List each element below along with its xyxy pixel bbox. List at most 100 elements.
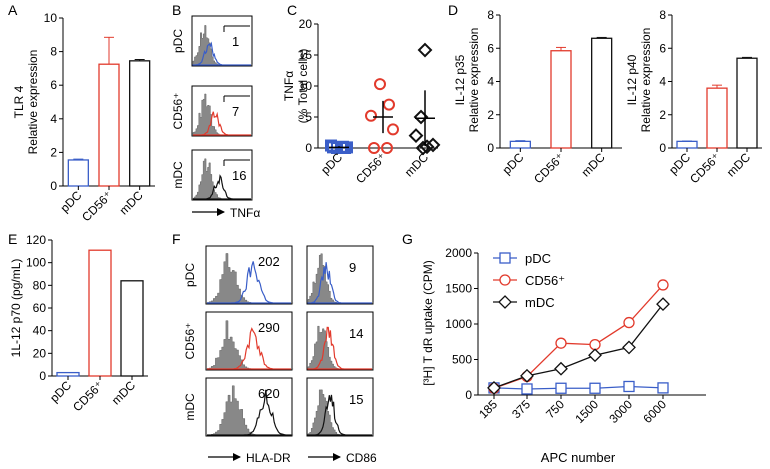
x-tick-label-0: 185 (476, 397, 500, 421)
chart-D1-y-tick-label: 4 (487, 75, 494, 89)
legend-label-1: CD56⁺ (525, 273, 565, 288)
bar-0 (56, 371, 80, 377)
data-point (383, 98, 395, 111)
row-label-1: CD56⁺ (171, 92, 185, 129)
bar-1 (98, 63, 120, 187)
chart-c-y-tick-label: 10 (299, 79, 313, 93)
chart-c-y-tick-label: 5 (305, 110, 312, 124)
chart-A-y-tick-label: 10 (44, 11, 58, 25)
data-point (387, 123, 399, 136)
category-label-1: CD56⁺ (531, 150, 567, 186)
bar-0 (509, 140, 531, 149)
row-label-0-line: pDC (183, 263, 197, 287)
y-axis-label-line: Relative expression (26, 50, 40, 155)
y-axis-label-line: TNFα (282, 71, 296, 101)
chart-D1-y-tick-label: 8 (487, 8, 494, 22)
series-point (588, 348, 602, 363)
series-point (555, 382, 567, 394)
y-axis-label: 1L-12 p70 (pg/mL) (9, 259, 23, 358)
hist-b-2-stain (193, 174, 251, 200)
category-label-2: mDC (724, 150, 753, 179)
row-label-2-line: mDC (171, 161, 185, 189)
series-point (656, 297, 670, 312)
gate-value-0: 1 (232, 34, 239, 49)
y-axis-label-line: IL-12 p35 (453, 54, 467, 105)
category-label-0: pDC (500, 150, 527, 177)
category-label-1: CD56⁺ (353, 150, 389, 186)
x-axis-label-cd86: CD86 (346, 451, 377, 465)
chart-A-y-tick-label: 8 (50, 45, 57, 59)
bar-1 (706, 87, 728, 149)
legend-label-2: mDC (525, 295, 555, 310)
chart-c-y-tick-label: 20 (299, 17, 313, 31)
category-label-2: mDC (117, 188, 146, 217)
series-point (487, 380, 501, 395)
data-point (374, 78, 386, 91)
hist-b-0-stain (192, 41, 251, 66)
mfi-cd86-0: 9 (349, 260, 356, 275)
panel-label-a: A (8, 2, 18, 18)
chart-f: pDC 202 9 CD56⁺ 290 14 mDC 620 15 HLA-DR CD86 (183, 245, 377, 465)
chart-E-y-tick-label: 0 (39, 369, 46, 383)
row-label-0-line: pDC (171, 29, 185, 53)
category-label-2: mDC (579, 150, 608, 179)
chart-D2-y-tick-label: 0 (659, 141, 666, 155)
series-line-0 (493, 385, 664, 390)
row-label-0: pDC (183, 263, 197, 287)
series-point (623, 316, 635, 329)
chart-D2-y-tick-label: 4 (659, 75, 666, 89)
row-label-1: CD56⁺ (183, 322, 197, 359)
series-point (589, 338, 601, 351)
series-point (521, 383, 533, 395)
chart-g-y-tick-label: 2000 (445, 246, 472, 260)
chart-E-y-tick-label: 120 (26, 233, 46, 247)
chart-E-y-tick-label: 100 (26, 256, 46, 270)
category-label-1: CD56⁺ (70, 378, 106, 414)
chart-E-y-tick-label: 20 (33, 346, 47, 360)
bar-0 (676, 140, 698, 149)
chart-D1-y-tick-label: 0 (487, 141, 494, 155)
chart-D1-y-tick-label: 2 (487, 108, 494, 122)
mfi-hla-2: 620 (258, 386, 280, 401)
chart-D2-y-tick-label: 8 (659, 8, 666, 22)
series-point (589, 382, 601, 394)
category-label-1: CD56⁺ (79, 188, 115, 224)
category-label-2: mDC (109, 378, 138, 407)
x-tick-label-4: 3000 (606, 397, 635, 426)
chart-E-y-tick-label: 40 (33, 324, 47, 338)
y-axis-label: [³H] T dR uptake (CPM) (421, 260, 435, 386)
chart-d-p35: 0 2 4 6 8 pDC CD56⁺ mDC IL-12 p35Relative expres… (453, 8, 622, 186)
y-axis-label-line: Relative expression (639, 28, 653, 133)
panel-label-f: F (172, 231, 181, 247)
series-line-2 (493, 303, 664, 389)
mfi-hla-0: 202 (258, 254, 280, 269)
row-label-2: mDC (183, 393, 197, 421)
y-axis-label-line: IL-12 p40 (625, 54, 639, 105)
y-axis-label: IL-12 p40Relative expression (625, 28, 653, 133)
x-axis-label-hla: HLA-DR (246, 451, 291, 465)
mfi-hla-1: 290 (258, 320, 280, 335)
x-axis-label: TNFα (230, 206, 260, 220)
chart-b: pDC 1 CD56⁺ 7 mDC 16 TNFα (171, 15, 260, 220)
x-tick-label-3: 1500 (572, 397, 601, 426)
chart-A-y-tick-label: 2 (50, 145, 57, 159)
y-axis-label-line: [³H] T dR uptake (CPM) (421, 260, 435, 386)
bar-1 (550, 50, 572, 149)
panel-label-d: D (448, 2, 458, 18)
y-axis-label-line: (% Total cells) (296, 49, 310, 124)
panel-label-e: E (8, 231, 17, 247)
category-label-1: CD56⁺ (687, 150, 723, 186)
x-axis-label: APC number (541, 450, 616, 465)
chart-D2-y-tick-label: 2 (659, 108, 666, 122)
chart-g-y-tick-label: 1500 (445, 282, 472, 296)
chart-D1-y-tick-label: 6 (487, 41, 494, 55)
bar-1 (88, 249, 112, 377)
panel-label-g: G (402, 231, 413, 247)
hist-f-cd86-2-stain (308, 394, 372, 436)
row-label-1-line: CD56⁺ (171, 92, 185, 129)
legend-marker (499, 274, 511, 286)
bar-2 (591, 37, 613, 149)
legend-label-0: pDC (525, 251, 551, 266)
series-point (520, 368, 534, 383)
